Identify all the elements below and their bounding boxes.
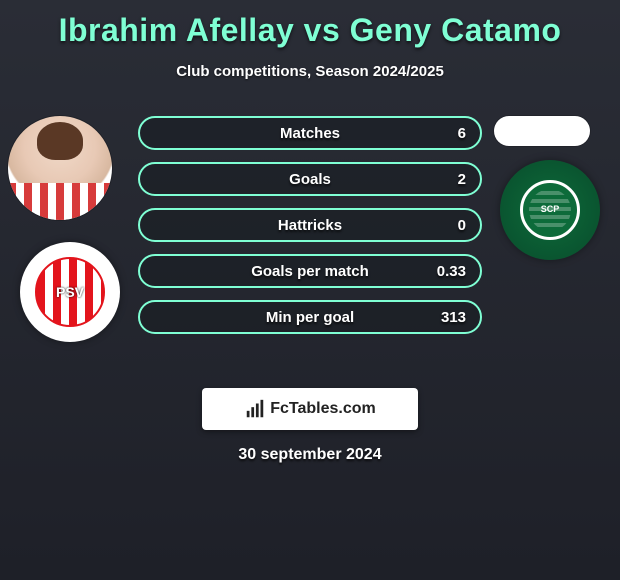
brand-text: FcTables.com — [270, 400, 376, 418]
player1-club-badge: PSV — [20, 242, 120, 342]
stats-list: Matches 6 Goals 2 Hattricks 0 Goals per … — [138, 116, 482, 346]
psv-badge-text: PSV — [56, 284, 84, 300]
player1-avatar — [8, 116, 112, 220]
comparison-title: Ibrahim Afellay vs Geny Catamo — [0, 0, 620, 49]
stat-row-min-per-goal: Min per goal 313 — [138, 300, 482, 334]
date-text: 30 september 2024 — [0, 446, 620, 464]
stat-value-right: 0.33 — [437, 263, 466, 280]
stat-label: Hattricks — [278, 217, 342, 234]
stat-row-goals: Goals 2 — [138, 162, 482, 196]
sporting-badge-icon: SCP — [520, 180, 580, 240]
stat-value-right: 0 — [458, 217, 466, 234]
player2-avatar-placeholder — [494, 116, 590, 146]
chart-icon — [244, 398, 266, 420]
stat-row-goals-per-match: Goals per match 0.33 — [138, 254, 482, 288]
vs-separator: vs — [304, 12, 341, 48]
subtitle: Club competitions, Season 2024/2025 — [0, 63, 620, 80]
stat-label: Min per goal — [266, 309, 354, 326]
sporting-badge-text: SCP — [541, 205, 560, 215]
brand-box[interactable]: FcTables.com — [202, 388, 418, 430]
stat-label: Goals — [289, 171, 331, 188]
content-area: PSV SCP Matches 6 Goals 2 Hattricks 0 Go… — [0, 116, 620, 376]
player2-club-badge: SCP — [500, 160, 600, 260]
player2-name: Geny Catamo — [350, 12, 562, 48]
stat-label: Matches — [280, 125, 340, 142]
player1-name: Ibrahim Afellay — [59, 12, 295, 48]
psv-badge-icon: PSV — [35, 257, 105, 327]
stat-row-matches: Matches 6 — [138, 116, 482, 150]
stat-value-right: 6 — [458, 125, 466, 142]
stat-row-hattricks: Hattricks 0 — [138, 208, 482, 242]
stat-value-right: 2 — [458, 171, 466, 188]
stat-label: Goals per match — [251, 263, 369, 280]
stat-value-right: 313 — [441, 309, 466, 326]
